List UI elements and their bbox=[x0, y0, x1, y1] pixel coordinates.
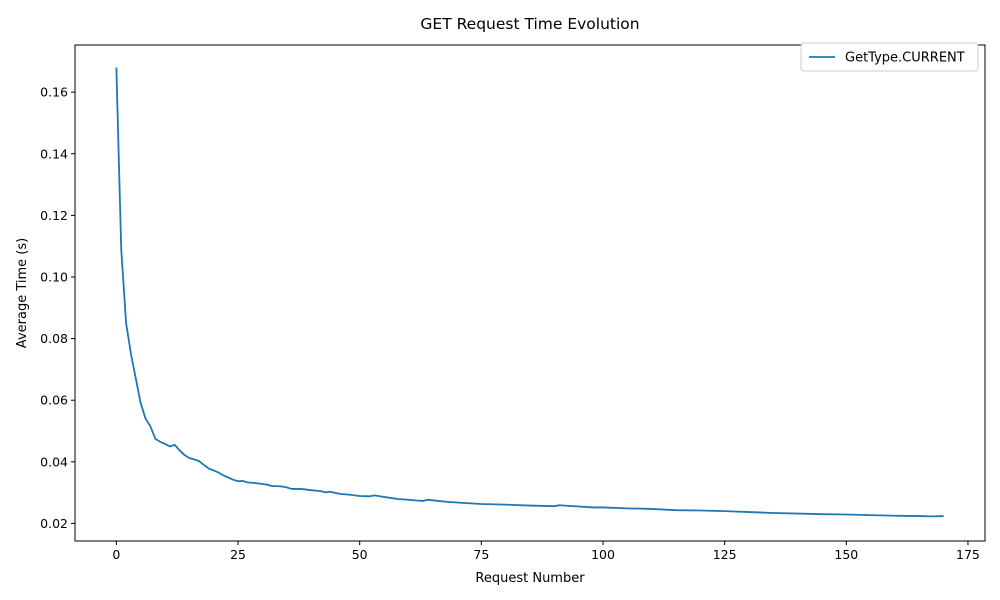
x-tick-label: 25 bbox=[230, 547, 246, 562]
y-tick-label: 0.06 bbox=[40, 393, 68, 408]
x-tick-label: 175 bbox=[956, 547, 980, 562]
y-tick-label: 0.12 bbox=[40, 208, 68, 223]
y-axis: 0.02 0.04 0.06 0.08 0.10 0.12 0.14 0.16 bbox=[40, 85, 75, 531]
x-axis: 0 25 50 75 100 125 150 175 bbox=[112, 541, 980, 562]
x-tick-label: 125 bbox=[713, 547, 737, 562]
y-axis-label: Average Time (s) bbox=[15, 238, 30, 348]
x-tick-label: 150 bbox=[834, 547, 858, 562]
y-tick-label: 0.04 bbox=[40, 454, 68, 469]
x-axis-label: Request Number bbox=[475, 571, 585, 586]
y-tick-label: 0.02 bbox=[40, 516, 68, 531]
x-tick-label: 50 bbox=[352, 547, 368, 562]
legend-box bbox=[800, 42, 979, 72]
y-tick-label: 0.10 bbox=[40, 269, 68, 284]
plot-area bbox=[74, 44, 986, 542]
series-line-0 bbox=[115, 67, 944, 518]
x-tick-label: 75 bbox=[473, 547, 489, 562]
chart-title: GET Request Time Evolution bbox=[420, 15, 639, 33]
legend: GetType.CURRENT bbox=[800, 42, 979, 72]
y-tick-label: 0.16 bbox=[40, 85, 68, 100]
x-tick-label: 0 bbox=[112, 547, 120, 562]
y-tick-label: 0.08 bbox=[40, 331, 68, 346]
y-tick-label: 0.14 bbox=[40, 146, 68, 161]
legend-label: GetType.CURRENT bbox=[845, 51, 965, 66]
axes-frame bbox=[74, 44, 986, 542]
x-tick-label: 100 bbox=[591, 547, 615, 562]
